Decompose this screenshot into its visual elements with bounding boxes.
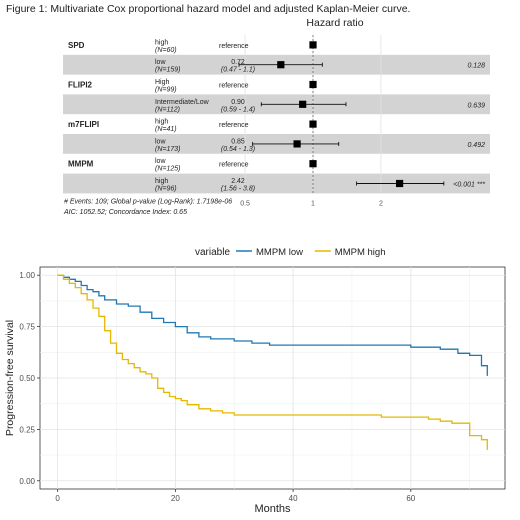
km-y-axis-label: Progression-free survival [4,320,16,436]
km-series-line [57,274,488,450]
forest-n-label: (N=112) [155,106,180,113]
forest-footnote: # Events: 109; Global p-value (Log-Rank)… [64,198,232,205]
forest-point [293,140,301,148]
forest-ci-label: (1.56 - 3.8) [221,186,255,193]
forest-footnote: AIC: 1052.52; Concordance Index: 0.65 [63,209,187,216]
forest-row-shade [63,173,490,194]
legend-label: MMPM high [335,247,386,258]
km-y-tick-label: 0.25 [19,425,35,434]
forest-point [299,100,307,108]
forest-n-label: (N=173) [155,146,180,153]
forest-level-label: high [155,39,168,46]
forest-estimate-label: 2.42 [231,178,245,185]
forest-p-value: <0.001 *** [453,182,485,189]
km-x-tick-label: 60 [406,494,415,503]
forest-p-value: 0.492 [467,142,485,149]
forest-level-label: low [155,138,166,145]
forest-level-label: high [155,178,168,185]
forest-n-label: (N=96) [155,186,177,193]
forest-variable-label: MMPM [68,160,94,169]
forest-estimate-label: 0.72 [231,59,245,66]
forest-point [309,41,317,49]
forest-p-value: 0.128 [467,63,485,70]
km-series-line [57,274,488,376]
km-y-tick-label: 0.00 [19,477,35,486]
km-y-tick-label: 0.50 [19,374,35,383]
forest-ci-label: (0.47 - 1.1) [221,67,255,74]
forest-level-label: low [155,158,166,165]
km-x-tick-label: 20 [171,494,180,503]
legend-title: variable [195,247,230,258]
forest-tick-label: 2 [379,200,383,207]
forest-estimate-label: 0.85 [231,138,245,145]
forest-n-label: (N=125) [155,166,180,173]
forest-variable-label: SPD [68,41,85,50]
forest-n-label: (N=60) [155,47,177,54]
forest-point [309,80,317,89]
forest-n-label: (N=41) [155,126,177,133]
forest-p-value: 0.639 [467,102,485,109]
forest-point [396,179,404,188]
forest-ci-label: (0.59 - 1.4) [221,106,255,113]
forest-point [277,61,285,69]
forest-estimate-label: 0.90 [231,99,245,106]
km-x-tick-label: 40 [289,494,298,503]
km-x-tick-label: 0 [55,494,60,503]
forest-level-label: Intermediate/Low [155,99,210,106]
forest-level-label: High [155,79,170,86]
forest-level-label: low [155,59,166,66]
km-y-tick-label: 0.75 [19,323,35,332]
forest-variable-label: FLIPI2 [68,81,93,90]
forest-estimate-label: reference [219,162,249,169]
forest-point [309,160,317,168]
forest-tick-label: 0.5 [240,200,250,207]
forest-estimate-label: reference [219,122,249,129]
forest-level-label: high [155,119,168,126]
forest-n-label: (N=159) [155,67,180,74]
forest-estimate-label: reference [219,83,249,90]
forest-estimate-label: reference [219,43,249,50]
legend-label: MMPM low [256,247,303,258]
km-y-tick-label: 1.00 [19,271,35,280]
forest-ci-label: (0.54 - 1.3) [221,146,255,153]
forest-tick-label: 1 [311,200,315,207]
forest-n-label: (N=99) [155,87,177,94]
km-x-axis-label: Months [254,503,291,515]
figure-caption: Figure 1: Multivariate Cox proportional … [6,3,411,15]
forest-point [309,120,317,128]
forest-title: Hazard ratio [306,17,363,29]
forest-variable-label: m7FLIPI [68,120,99,129]
